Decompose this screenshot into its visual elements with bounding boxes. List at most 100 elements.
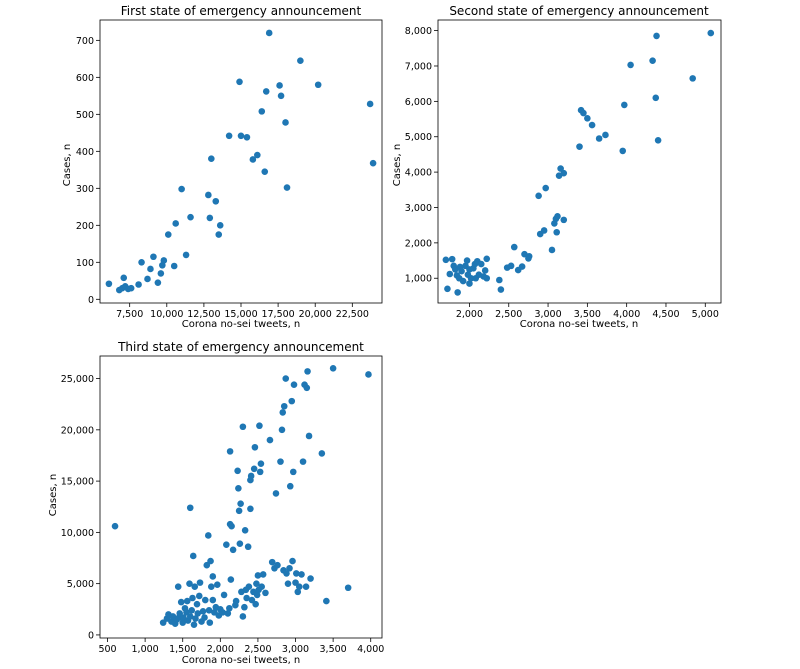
scatter-point (214, 581, 221, 588)
scatter-point (496, 276, 503, 284)
y-ticks-first: 0 100 200 300 400 500 600 700 (76, 36, 100, 306)
scatter-point (188, 607, 196, 614)
scatter-point (189, 594, 196, 602)
scatter-point (279, 409, 287, 416)
x-ticks-first: 7,500 10,000 12,500 15,000 17,500 20,000 22,50… (116, 303, 369, 320)
x-ticks-third: 500 1,000 1,500 2,000 2,500 3,000 3,500 4,000 (98, 638, 384, 655)
x-tick-label: 3,500 (574, 309, 601, 320)
scatter-point (186, 613, 194, 620)
scatter-point (652, 94, 660, 102)
x-axis-label-first: Corona no-sei tweets, n (182, 319, 301, 330)
chart-title-third: Third state of emergency announcement (117, 340, 364, 354)
scatter-point (268, 558, 276, 566)
y-tick-label: 4,000 (405, 168, 432, 179)
scatter-point (294, 588, 302, 596)
chart-panel-second: Second state of emergency announcement C… (392, 4, 722, 330)
scatter-point (237, 132, 245, 140)
scatter-point (135, 281, 142, 288)
scatter-point (256, 422, 263, 430)
scatter-point (227, 576, 235, 583)
y-tick-label: 100 (76, 258, 94, 269)
scatter-point (239, 423, 247, 431)
y-tick-label: 10,000 (61, 528, 94, 539)
scatter-point (365, 371, 372, 378)
scatter-point (127, 284, 135, 292)
scatter-point (254, 572, 262, 579)
scatter-point (302, 583, 310, 591)
y-tick-label: 500 (76, 110, 94, 121)
y-tick-label: 300 (76, 184, 94, 195)
x-tick-label: 10,000 (150, 309, 183, 320)
scatter-point (274, 561, 281, 569)
scatter-point (258, 108, 266, 115)
chart-title-second: Second state of emergency announcement (449, 4, 709, 18)
scatter-point (295, 583, 303, 591)
y-tick-label: 600 (76, 73, 94, 84)
scatter-point (463, 257, 471, 264)
y-tick-label: 0 (88, 295, 94, 306)
scatter-point (595, 135, 603, 142)
scatter-point (199, 608, 207, 615)
scatter-point (251, 443, 259, 451)
x-axis-label-third: Corona no-sei tweets, n (182, 655, 301, 666)
scatter-point (207, 557, 214, 565)
chart-panel-third: Third state of emergency announcement Co… (48, 340, 384, 666)
x-tick-label: 3,500 (320, 644, 347, 655)
x-tick-label: 4,000 (613, 309, 640, 320)
scatter-point (250, 465, 258, 473)
x-ticks-second: 2,000 2,500 3,000 3,500 4,000 4,500 5,000 (456, 303, 719, 320)
scatter-point (144, 275, 151, 283)
scatter-point (190, 621, 198, 628)
scatter-point (245, 583, 253, 591)
scatter-point (243, 133, 251, 141)
scatter-point (284, 580, 292, 587)
scatter-point (369, 159, 377, 167)
scatter-point (164, 231, 172, 238)
y-tick-label: 5,000 (405, 132, 432, 143)
scatter-point (228, 522, 235, 530)
scatter-point (282, 375, 290, 382)
scatter-point (289, 468, 297, 476)
scatter-point (548, 246, 556, 254)
scatter-point (105, 280, 113, 288)
scatter-point (289, 557, 296, 565)
scatter-point (621, 101, 628, 109)
scatter-point (234, 467, 241, 475)
scatter-point (170, 262, 178, 270)
y-tick-label: 5,000 (67, 579, 94, 590)
x-tick-label: 4,500 (652, 309, 679, 320)
y-tick-label: 1,000 (405, 274, 432, 285)
scatter-point (209, 596, 217, 604)
points-third (111, 365, 372, 628)
scatter-point (160, 257, 168, 264)
scatter-point (277, 458, 284, 465)
scatter-point (466, 280, 473, 287)
scatter-point (154, 279, 162, 286)
scatter-point (553, 228, 561, 236)
scatter-point (283, 184, 291, 191)
scatter-point (627, 61, 634, 69)
x-tick-label: 17,500 (261, 309, 294, 320)
y-tick-label: 2,000 (405, 238, 432, 249)
scatter-point (174, 583, 182, 591)
scatter-point (224, 610, 232, 617)
scatter-point (257, 460, 265, 467)
plot-frame-third (99, 355, 383, 639)
scatter-point (307, 575, 314, 582)
scatter-point (458, 267, 465, 275)
scatter-point (177, 598, 185, 606)
scatter-point (314, 81, 322, 89)
scatter-point (554, 213, 561, 220)
scatter-point (236, 540, 244, 547)
scatter-point (192, 615, 199, 622)
scatter-point (235, 484, 242, 492)
scatter-point (235, 507, 243, 515)
scatter-point (580, 109, 587, 117)
y-ticks-second: 1,000 2,000 3,000 4,000 5,000 6,000 7,000 8,000 (405, 26, 438, 285)
scatter-point (560, 169, 568, 177)
scatter-point (147, 265, 154, 273)
scatter-point (329, 365, 337, 372)
y-tick-label: 15,000 (61, 477, 94, 488)
scatter-point (241, 527, 249, 534)
y-tick-label: 400 (76, 147, 94, 158)
